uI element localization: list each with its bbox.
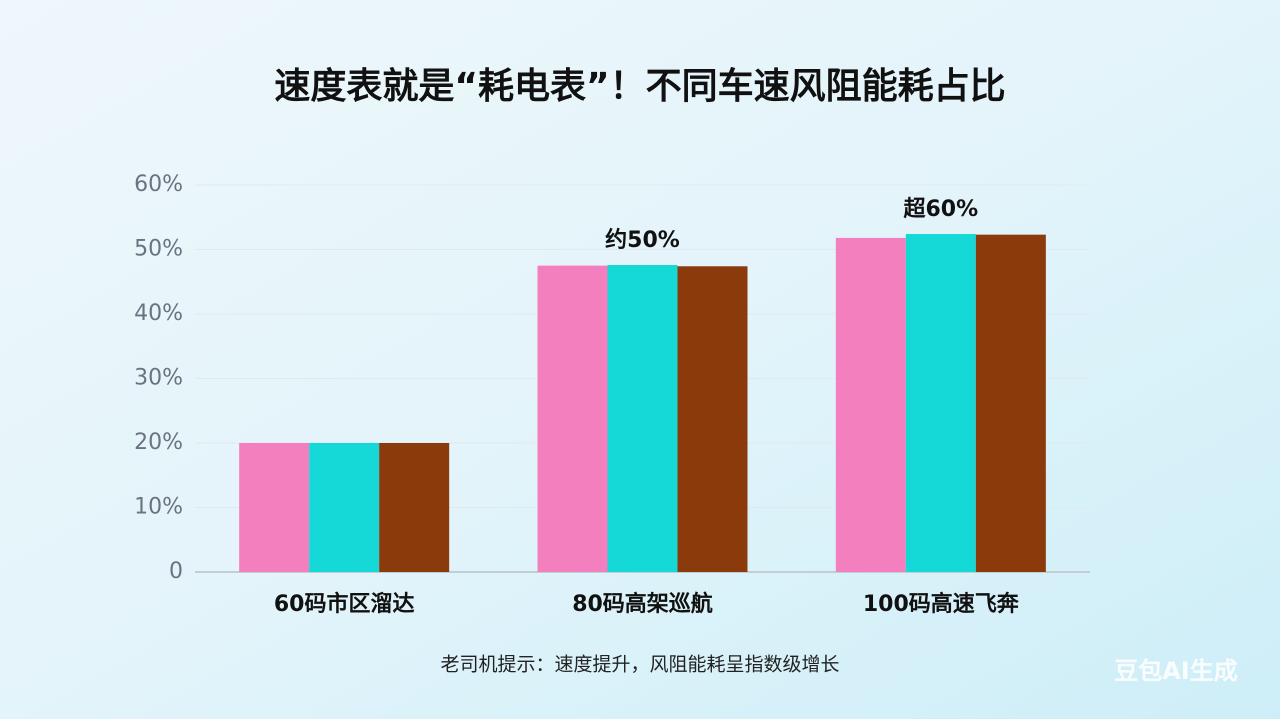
footnote: 老司机提示：速度提升，风阻能耗呈指数级增长 <box>440 654 839 676</box>
y-tick-label: 0 <box>169 559 183 584</box>
bar <box>905 234 976 572</box>
bar <box>607 264 678 572</box>
x-tick-label: 60码市区溜达 <box>274 591 415 617</box>
bar <box>677 266 748 572</box>
y-tick-label: 30% <box>134 366 183 391</box>
y-tick-label: 10% <box>134 495 183 520</box>
y-tick-label: 60% <box>134 172 183 197</box>
watermark: 豆包AI生成 <box>1114 657 1238 685</box>
x-tick-label: 100码高速飞奔 <box>863 591 1020 617</box>
bar <box>379 443 450 572</box>
y-tick-label: 50% <box>134 237 183 262</box>
bar <box>309 443 380 572</box>
value-annotation: 约50% <box>605 227 680 253</box>
value-annotation: 超60% <box>903 197 978 222</box>
y-tick-label: 40% <box>134 301 183 326</box>
chart-title: 速度表就是“耗电表”！不同车速风阻能耗占比 <box>274 66 1005 107</box>
bar <box>835 237 906 572</box>
bar <box>537 265 608 572</box>
bar <box>975 234 1046 573</box>
y-tick-label: 20% <box>134 430 183 455</box>
bar <box>239 443 310 572</box>
x-tick-label: 80码高架巡航 <box>572 591 713 617</box>
